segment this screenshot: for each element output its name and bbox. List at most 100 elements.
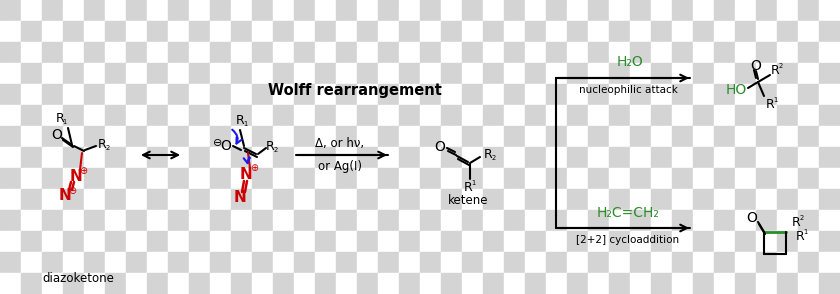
Bar — [126, 210, 147, 231]
Bar — [336, 84, 357, 105]
Bar — [714, 42, 735, 63]
Bar — [651, 273, 672, 294]
Bar — [609, 63, 630, 84]
Bar — [315, 273, 336, 294]
Bar — [189, 189, 210, 210]
Bar — [126, 105, 147, 126]
Bar — [546, 0, 567, 21]
Bar — [252, 84, 273, 105]
Bar — [105, 21, 126, 42]
Bar — [420, 189, 441, 210]
Bar — [735, 63, 756, 84]
Bar — [378, 126, 399, 147]
Bar — [756, 126, 777, 147]
Bar — [210, 231, 231, 252]
Bar — [231, 63, 252, 84]
Bar — [420, 21, 441, 42]
Text: O: O — [747, 211, 758, 225]
Bar — [672, 231, 693, 252]
Bar — [399, 84, 420, 105]
Bar — [210, 189, 231, 210]
Bar — [189, 42, 210, 63]
Bar — [735, 0, 756, 21]
Bar — [189, 84, 210, 105]
Bar — [588, 63, 609, 84]
Bar — [525, 0, 546, 21]
Bar — [504, 105, 525, 126]
Bar — [693, 147, 714, 168]
Text: $_2$: $_2$ — [778, 61, 784, 71]
Bar — [63, 210, 84, 231]
Text: ⊕: ⊕ — [250, 163, 258, 173]
Bar — [483, 189, 504, 210]
Bar — [147, 231, 168, 252]
Bar — [42, 42, 63, 63]
Bar — [63, 273, 84, 294]
Bar — [357, 147, 378, 168]
Bar — [273, 84, 294, 105]
Bar — [651, 189, 672, 210]
Bar — [210, 63, 231, 84]
Bar — [567, 105, 588, 126]
Bar — [819, 252, 840, 273]
Bar — [756, 189, 777, 210]
Bar — [672, 0, 693, 21]
Bar — [168, 105, 189, 126]
Bar — [567, 252, 588, 273]
Bar — [798, 273, 819, 294]
Bar — [42, 273, 63, 294]
Bar — [441, 252, 462, 273]
Bar — [84, 21, 105, 42]
Text: $_2$: $_2$ — [491, 153, 496, 163]
Bar — [651, 210, 672, 231]
Text: O: O — [221, 139, 232, 153]
Bar — [63, 168, 84, 189]
Bar — [252, 189, 273, 210]
Bar — [609, 126, 630, 147]
Bar — [126, 273, 147, 294]
Bar — [504, 210, 525, 231]
Bar — [777, 168, 798, 189]
Bar — [609, 252, 630, 273]
Bar — [693, 0, 714, 21]
Bar — [273, 168, 294, 189]
Bar — [84, 147, 105, 168]
Bar — [399, 126, 420, 147]
Bar — [588, 168, 609, 189]
Bar — [462, 63, 483, 84]
Bar — [168, 84, 189, 105]
Bar — [441, 0, 462, 21]
Bar — [294, 63, 315, 84]
Bar — [693, 168, 714, 189]
Bar — [378, 210, 399, 231]
Bar — [0, 231, 21, 252]
Text: R: R — [97, 138, 107, 151]
Bar — [315, 210, 336, 231]
Bar — [294, 21, 315, 42]
Bar — [567, 210, 588, 231]
Bar — [126, 168, 147, 189]
Bar — [735, 231, 756, 252]
Bar — [378, 231, 399, 252]
Bar — [252, 21, 273, 42]
Bar — [777, 0, 798, 21]
Bar — [189, 231, 210, 252]
Bar — [609, 231, 630, 252]
Bar — [336, 105, 357, 126]
Bar — [798, 252, 819, 273]
Bar — [189, 210, 210, 231]
Bar — [714, 126, 735, 147]
Bar — [651, 21, 672, 42]
Bar — [777, 105, 798, 126]
Text: $_1$: $_1$ — [243, 119, 249, 129]
Bar — [756, 147, 777, 168]
Bar — [609, 21, 630, 42]
Bar — [0, 147, 21, 168]
Bar — [336, 273, 357, 294]
Bar — [462, 21, 483, 42]
Bar — [315, 0, 336, 21]
Bar — [525, 231, 546, 252]
Text: R: R — [770, 64, 780, 76]
Bar — [777, 84, 798, 105]
Bar — [630, 63, 651, 84]
